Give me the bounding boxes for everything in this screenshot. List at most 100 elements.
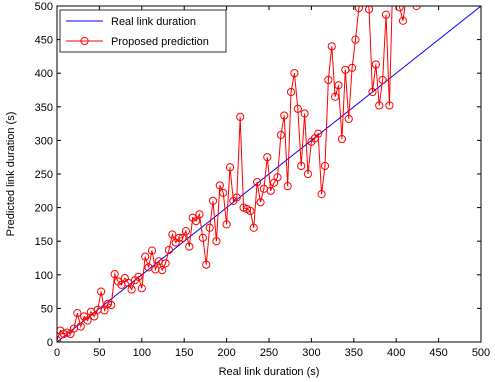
prediction-point <box>273 173 282 182</box>
prediction-point <box>215 181 224 190</box>
prediction-point <box>375 101 384 110</box>
prediction-point <box>236 112 245 121</box>
prediction-point <box>378 75 387 85</box>
prediction-point <box>263 153 272 162</box>
prediction-point <box>280 111 289 120</box>
prediction-point <box>110 270 119 279</box>
legend: Real link duration Proposed prediction <box>59 9 227 53</box>
prediction-point <box>246 206 255 216</box>
prediction-point <box>283 182 292 191</box>
x-tick-label: 250 <box>260 347 278 359</box>
x-tick-label: 100 <box>133 347 151 359</box>
x-tick-label: 350 <box>345 347 363 359</box>
prediction-point <box>381 10 391 19</box>
y-tick-label: 0 <box>47 337 53 349</box>
prediction-point <box>410 0 417 3</box>
prediction-point <box>141 252 150 261</box>
prediction-point <box>222 220 231 229</box>
y-tick-label: 150 <box>35 236 53 248</box>
y-tick-label: 300 <box>35 135 53 147</box>
prediction-point <box>168 230 177 239</box>
prediction-point <box>97 287 106 296</box>
y-axis-title: Predicted link duration (s) <box>5 112 17 237</box>
y-tick-label: 400 <box>35 68 53 80</box>
legend-label-prediction: Proposed prediction <box>111 36 209 48</box>
x-tick-label: 500 <box>472 347 490 359</box>
prediction-point <box>219 188 228 197</box>
legend-label-real: Real link duration <box>111 16 196 28</box>
prediction-point <box>107 300 116 310</box>
prediction-point <box>195 210 204 219</box>
prediction-point <box>348 63 357 72</box>
prediction-point <box>371 60 380 69</box>
prediction-point <box>344 114 353 124</box>
prediction-point <box>290 69 299 78</box>
y-tick-label: 50 <box>41 303 53 315</box>
prediction-point <box>327 42 336 51</box>
prediction-point <box>208 196 218 205</box>
prediction-point <box>337 134 347 144</box>
prediction-point <box>232 193 241 202</box>
prediction-point <box>334 81 343 90</box>
y-tick-label: 350 <box>35 102 53 114</box>
prediction-point <box>297 161 306 171</box>
x-tick-label: 0 <box>54 347 60 359</box>
prediction-point <box>354 6 363 13</box>
legend-marker-prediction <box>80 36 89 46</box>
prediction-point <box>385 101 394 110</box>
prediction-point <box>202 260 211 269</box>
prediction-point <box>320 161 330 171</box>
x-tick-label: 50 <box>93 347 105 359</box>
prediction-point <box>440 0 447 3</box>
prediction-point <box>198 233 207 242</box>
prediction-point <box>147 246 157 255</box>
prediction-point <box>178 233 187 242</box>
prediction-point <box>331 92 340 101</box>
prediction-point <box>127 285 136 294</box>
tick-layer: 0 50 100 150 200 250 300 350 400 450 500 0 50 100 150 2… <box>35 1 491 359</box>
prediction-point <box>90 312 99 321</box>
prediction-point <box>137 284 146 293</box>
prediction-point <box>100 306 109 315</box>
prediction-point <box>266 186 275 195</box>
prediction-point <box>158 266 167 275</box>
x-tick-label: 300 <box>302 347 320 359</box>
prediction-point <box>317 190 326 199</box>
prediction-point <box>253 177 262 187</box>
prediction-point <box>191 216 201 226</box>
prediction-point <box>164 245 174 255</box>
prediction-point <box>314 129 323 138</box>
prediction-point <box>398 16 408 25</box>
x-tick-label: 400 <box>387 347 405 359</box>
x-tick-label: 200 <box>217 347 235 359</box>
series-line-1 <box>57 6 418 341</box>
y-tick-label: 200 <box>35 203 53 215</box>
y-tick-label: 500 <box>35 1 53 13</box>
prediction-point <box>364 6 374 14</box>
prediction-point <box>300 109 309 118</box>
prediction-point <box>225 163 235 172</box>
y-tick-label: 100 <box>35 270 53 282</box>
prediction-point <box>212 237 221 246</box>
prediction-point <box>175 233 184 242</box>
prediction-point <box>276 130 285 140</box>
prediction-point <box>351 35 360 44</box>
prediction-point <box>83 316 92 325</box>
prediction-point <box>256 198 265 207</box>
prediction-point <box>185 242 194 251</box>
prediction-point <box>324 75 333 85</box>
x-tick-label: 150 <box>175 347 193 359</box>
prediction-point <box>134 272 143 281</box>
prediction-point <box>368 87 377 97</box>
legend-box <box>59 9 227 53</box>
y-tick-label: 250 <box>35 169 53 181</box>
prediction-point <box>181 227 190 236</box>
prediction-point <box>286 87 296 97</box>
series-layer <box>57 0 481 342</box>
prediction-point <box>303 169 313 179</box>
x-axis-title: Real link duration (s) <box>219 366 320 378</box>
prediction-point <box>161 259 170 268</box>
y-tick-label: 450 <box>35 35 53 47</box>
prediction-point <box>73 309 82 318</box>
